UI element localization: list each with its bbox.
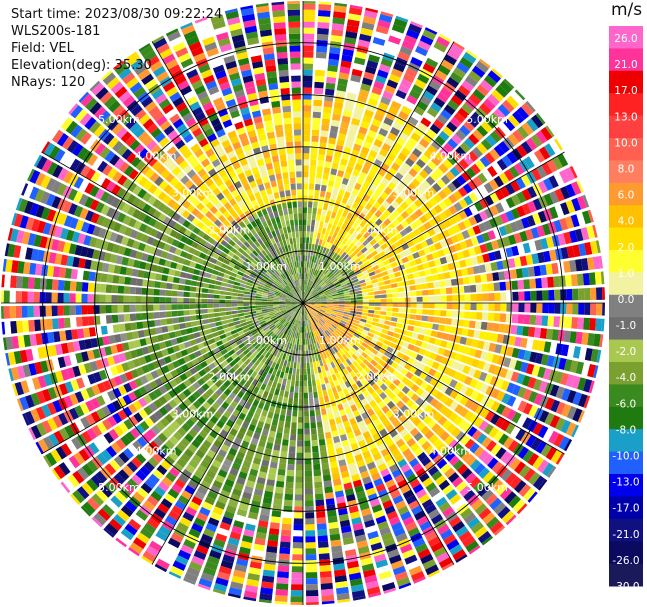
colorbar-tick-label: 4.0 — [618, 216, 635, 228]
radial-line — [302, 151, 565, 304]
radial-line — [302, 41, 455, 304]
range-ring-label: 5.00km — [98, 481, 140, 494]
colorbar-segment — [609, 474, 643, 497]
colorbar-tick-label: -8.0 — [616, 424, 637, 436]
ppi-plot: 1.00km 1.00km 1.00km 1.00km 2.00km 2.00km 2.00… — [1, 1, 605, 605]
colorbar-tick-label: 21.0 — [614, 59, 637, 71]
colorbar-tick-label: -17.0 — [612, 503, 639, 515]
colorbar-segment — [609, 115, 643, 139]
range-ring-label: 4.00km — [135, 444, 177, 457]
range-ring-label: 5.00km — [466, 481, 508, 494]
colorbar-tick-label: -30.0 — [612, 581, 639, 593]
colorbar-tick-label: 26.0 — [614, 33, 637, 45]
elevation-label: Elevation(deg): 35.30 — [11, 58, 152, 73]
colorbar-title: m/s — [611, 0, 643, 20]
colorbar-tick-label: -6.0 — [616, 398, 637, 410]
colorbar-segment — [609, 138, 643, 161]
colorbar-segment — [609, 384, 643, 408]
colorbar-tick-label: -1.0 — [616, 320, 637, 332]
range-ring-label: 1.00km — [319, 260, 361, 273]
colorbar-segment — [609, 518, 643, 542]
range-ring-label: 1.00km — [245, 260, 287, 273]
colorbar-tick-label: 8.0 — [618, 164, 635, 176]
colorbar-tick-label: 17.0 — [614, 85, 637, 97]
radial-line — [41, 302, 304, 455]
colorbar-segment — [609, 26, 643, 49]
colorbar-segment — [609, 48, 643, 72]
colorbar-tick-label: -13.0 — [612, 477, 639, 489]
colorbar-tick-label: 10.0 — [614, 137, 637, 149]
range-ring-label: 2.00km — [356, 371, 398, 384]
range-ring-label: 3.00km — [393, 408, 435, 421]
colorbar-tick-label: -2.0 — [616, 346, 637, 358]
colorbar-segment — [609, 205, 643, 229]
range-ring-label: 3.00km — [393, 187, 435, 200]
colorbar-segment — [609, 93, 643, 117]
range-ring-label: 2.00km — [209, 371, 251, 384]
colorbar-segment — [609, 317, 643, 341]
colorbar-segment — [609, 227, 643, 251]
colorbar-tick-label: -26.0 — [612, 555, 639, 567]
field-label: Field: VEL — [11, 41, 74, 56]
range-ring-label: 4.00km — [135, 150, 177, 163]
instrument-label: WLS200s-181 — [11, 24, 101, 39]
range-ring-label: 1.00km — [319, 334, 361, 347]
colorbar-tick-label: 1.0 — [618, 268, 635, 280]
start-time-label: Start time: 2023/08/30 09:22:24 — [11, 7, 223, 22]
colorbar-segment — [609, 496, 643, 520]
colorbar-tick-label: 2.0 — [618, 242, 635, 254]
colorbar-segment — [609, 541, 643, 565]
radial-line — [151, 302, 304, 565]
range-ring-label: 5.00km — [466, 113, 508, 126]
colorbar-segment — [609, 182, 643, 206]
radial-line — [302, 302, 565, 455]
colorbar-segment — [609, 160, 643, 184]
nrays-label: NRays: 120 — [11, 75, 86, 90]
colorbar-tick-label: -10.0 — [612, 451, 639, 463]
colorbar-tick-label: 6.0 — [618, 190, 635, 202]
colorbar-tick-label: 13.0 — [614, 111, 637, 123]
colorbar-tick-label: 0.0 — [618, 294, 635, 306]
range-ring-label: 5.00km — [98, 113, 140, 126]
radial-line — [41, 151, 304, 304]
plot-metadata: Start time: 2023/08/30 09:22:24 WLS200s-… — [11, 6, 222, 91]
range-ring-label: 3.00km — [172, 408, 214, 421]
radial-line — [302, 302, 455, 565]
colorbar-segment — [609, 339, 643, 363]
colorbar-segment — [609, 429, 643, 453]
colorbar-tick-label: -21.0 — [612, 529, 639, 541]
range-ring-label: 1.00km — [245, 334, 287, 347]
range-ring-label: 2.00km — [209, 223, 251, 236]
colorbar-segment — [609, 563, 643, 587]
colorbar-tick-label: -4.0 — [616, 372, 637, 384]
radial-line — [151, 41, 304, 304]
colorbar-segment — [609, 70, 643, 94]
colorbar-segment — [609, 362, 643, 385]
range-ring-label: 3.00km — [172, 187, 214, 200]
range-ring-label: 2.00km — [356, 223, 398, 236]
colorbar-segment — [609, 272, 643, 296]
colorbar-segment — [609, 294, 643, 318]
velocity-colorbar: 26.0 21.0 17.0 13.0 10.0 8.0 6.0 4.0 2.0 1.0 0.0 -1… — [609, 26, 643, 593]
ppi-gates — [1, 1, 605, 605]
range-ring-label: 4.00km — [430, 444, 472, 457]
range-ring-label: 4.00km — [430, 150, 472, 163]
colorbar-segment — [609, 451, 643, 475]
colorbar-segment — [609, 406, 643, 430]
colorbar-segment — [609, 250, 643, 273]
